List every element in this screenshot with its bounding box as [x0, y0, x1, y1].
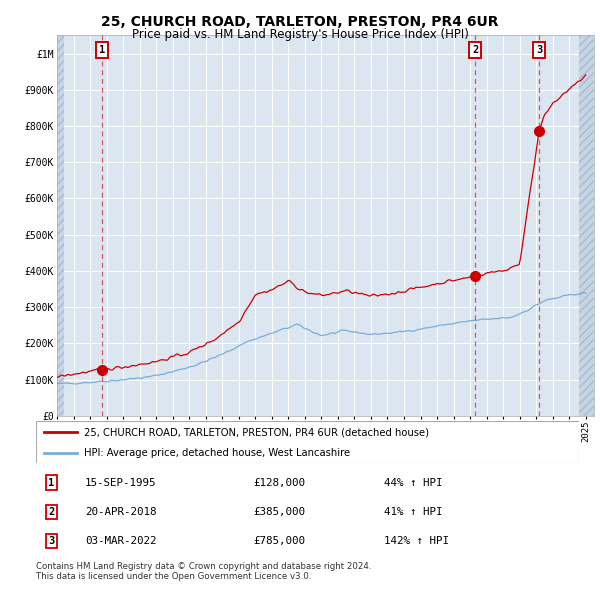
Text: 3: 3: [48, 536, 55, 546]
Text: 1: 1: [98, 45, 105, 55]
Text: 3: 3: [536, 45, 542, 55]
Text: £785,000: £785,000: [253, 536, 305, 546]
Text: 03-MAR-2022: 03-MAR-2022: [85, 536, 157, 546]
Text: 20-APR-2018: 20-APR-2018: [85, 507, 157, 517]
Text: 25, CHURCH ROAD, TARLETON, PRESTON, PR4 6UR: 25, CHURCH ROAD, TARLETON, PRESTON, PR4 …: [101, 15, 499, 30]
Text: 15-SEP-1995: 15-SEP-1995: [85, 477, 157, 487]
FancyBboxPatch shape: [36, 421, 579, 463]
Text: 2: 2: [472, 45, 478, 55]
Text: £128,000: £128,000: [253, 477, 305, 487]
Text: 44% ↑ HPI: 44% ↑ HPI: [383, 477, 442, 487]
Text: 25, CHURCH ROAD, TARLETON, PRESTON, PR4 6UR (detached house): 25, CHURCH ROAD, TARLETON, PRESTON, PR4 …: [84, 427, 429, 437]
Text: £385,000: £385,000: [253, 507, 305, 517]
Bar: [57, 35, 64, 416]
Text: 1: 1: [48, 477, 55, 487]
Text: Price paid vs. HM Land Registry's House Price Index (HPI): Price paid vs. HM Land Registry's House …: [131, 28, 469, 41]
Text: 41% ↑ HPI: 41% ↑ HPI: [383, 507, 442, 517]
Bar: [579, 35, 595, 416]
Text: 142% ↑ HPI: 142% ↑ HPI: [383, 536, 449, 546]
Text: Contains HM Land Registry data © Crown copyright and database right 2024.
This d: Contains HM Land Registry data © Crown c…: [36, 562, 371, 581]
Text: HPI: Average price, detached house, West Lancashire: HPI: Average price, detached house, West…: [84, 448, 350, 457]
Text: 2: 2: [48, 507, 55, 517]
